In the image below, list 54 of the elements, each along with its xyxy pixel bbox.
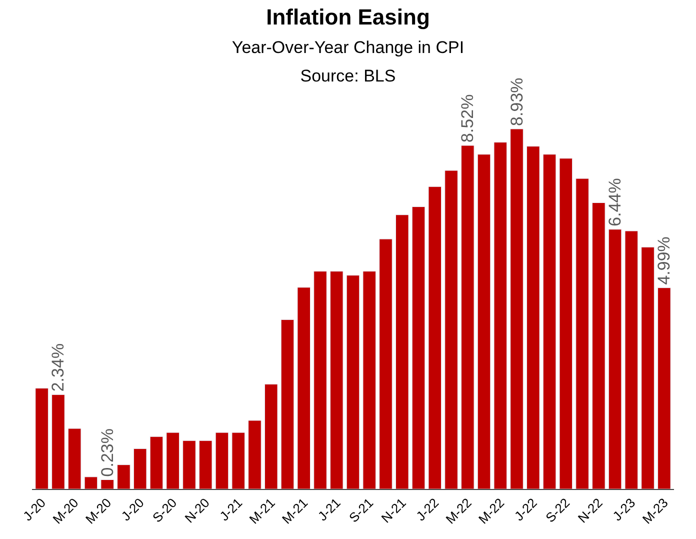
data-label: 8.93% xyxy=(507,78,526,126)
x-tick-label: J-22 xyxy=(511,495,540,524)
chart-subtitle: Year-Over-Year Change in CPI Source: BLS xyxy=(232,38,464,86)
data-label: 4.99% xyxy=(654,236,674,285)
bar xyxy=(330,271,344,489)
bar xyxy=(150,436,164,489)
x-tick-label: J-20 xyxy=(20,495,49,524)
bar xyxy=(280,319,294,489)
bar xyxy=(396,214,409,489)
bar xyxy=(52,394,65,489)
bar xyxy=(166,432,180,489)
x-tick-label: J-21 xyxy=(314,495,344,524)
bar xyxy=(84,476,98,489)
bar xyxy=(542,154,556,489)
bar xyxy=(576,178,589,489)
bar xyxy=(461,145,474,489)
x-tick-label: J-21 xyxy=(216,495,246,524)
bar xyxy=(100,479,114,489)
x-tick-label: J-20 xyxy=(118,495,147,524)
bar xyxy=(510,128,524,489)
data-label: 0.23% xyxy=(98,428,117,477)
bar xyxy=(428,186,442,489)
bar xyxy=(182,440,196,489)
x-tick-label: J-22 xyxy=(413,495,442,524)
bar xyxy=(346,275,360,489)
bar xyxy=(641,246,654,489)
bar xyxy=(658,288,671,489)
bar xyxy=(379,238,392,489)
bar xyxy=(248,420,262,489)
bar xyxy=(444,170,458,489)
bar xyxy=(232,432,245,489)
bar xyxy=(314,271,327,489)
bar xyxy=(362,271,376,489)
bar xyxy=(608,229,622,489)
bar xyxy=(559,158,573,489)
bar xyxy=(215,432,229,489)
bar xyxy=(494,142,508,489)
x-tick-label: J-23 xyxy=(610,495,638,524)
bar xyxy=(412,206,426,489)
bar xyxy=(526,146,540,489)
chart-title: Inflation Easing xyxy=(266,4,430,30)
data-label: 6.44% xyxy=(606,178,625,226)
bar xyxy=(68,428,82,489)
bar xyxy=(264,384,278,489)
bar xyxy=(297,287,310,489)
bar xyxy=(592,202,606,489)
data-label: 2.34% xyxy=(48,343,68,392)
bar xyxy=(477,154,491,489)
bar xyxy=(624,230,638,489)
bar xyxy=(35,388,48,489)
bar xyxy=(198,440,212,489)
bar xyxy=(133,448,147,489)
bar xyxy=(117,464,130,489)
data-label: 8.52% xyxy=(458,94,478,142)
